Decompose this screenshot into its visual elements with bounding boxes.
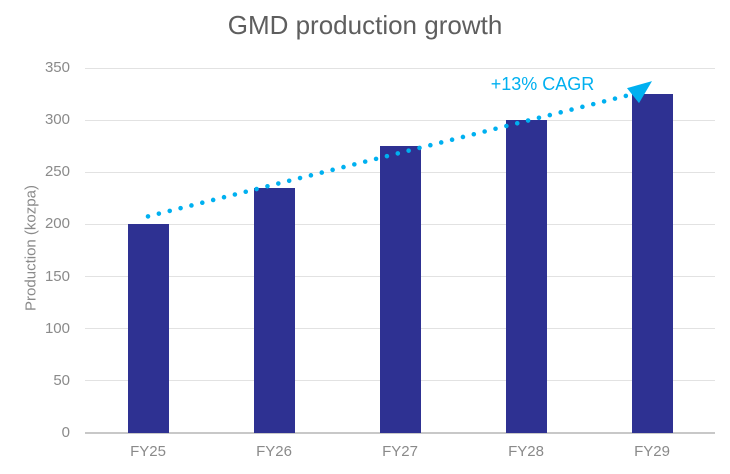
gridline <box>85 119 715 121</box>
x-tick-label-FY26: FY26 <box>256 443 292 460</box>
bar-FY26 <box>253 187 295 433</box>
bar-FY28 <box>505 120 547 433</box>
y-tick-label: 350 <box>44 59 70 76</box>
y-tick-label: 200 <box>44 215 70 233</box>
gridline <box>85 67 715 69</box>
y-tick-label: 250 <box>44 163 70 181</box>
y-tick-label: 300 <box>44 111 70 129</box>
y-axis-title: Production (kozpa) <box>22 185 40 311</box>
y-tick-label: 0 <box>61 424 70 441</box>
y-tick-label: 50 <box>53 371 70 389</box>
cagr-annotation: +13% CAGR <box>490 74 595 94</box>
x-tick-label-FY27: FY27 <box>382 443 418 460</box>
x-tick-label-FY28: FY28 <box>508 443 544 460</box>
x-tick-label-FY25: FY25 <box>130 443 166 460</box>
chart-title: GMD production growth <box>227 10 503 40</box>
bar-FY29 <box>631 94 673 433</box>
x-tick-label-FY29: FY29 <box>634 443 670 460</box>
bar-FY27 <box>379 146 421 433</box>
bar-FY25 <box>127 224 169 433</box>
y-tick-label: 100 <box>44 319 70 337</box>
x-axis-line <box>85 432 715 434</box>
y-tick-label: 150 <box>44 267 70 285</box>
plot-area <box>85 67 715 434</box>
